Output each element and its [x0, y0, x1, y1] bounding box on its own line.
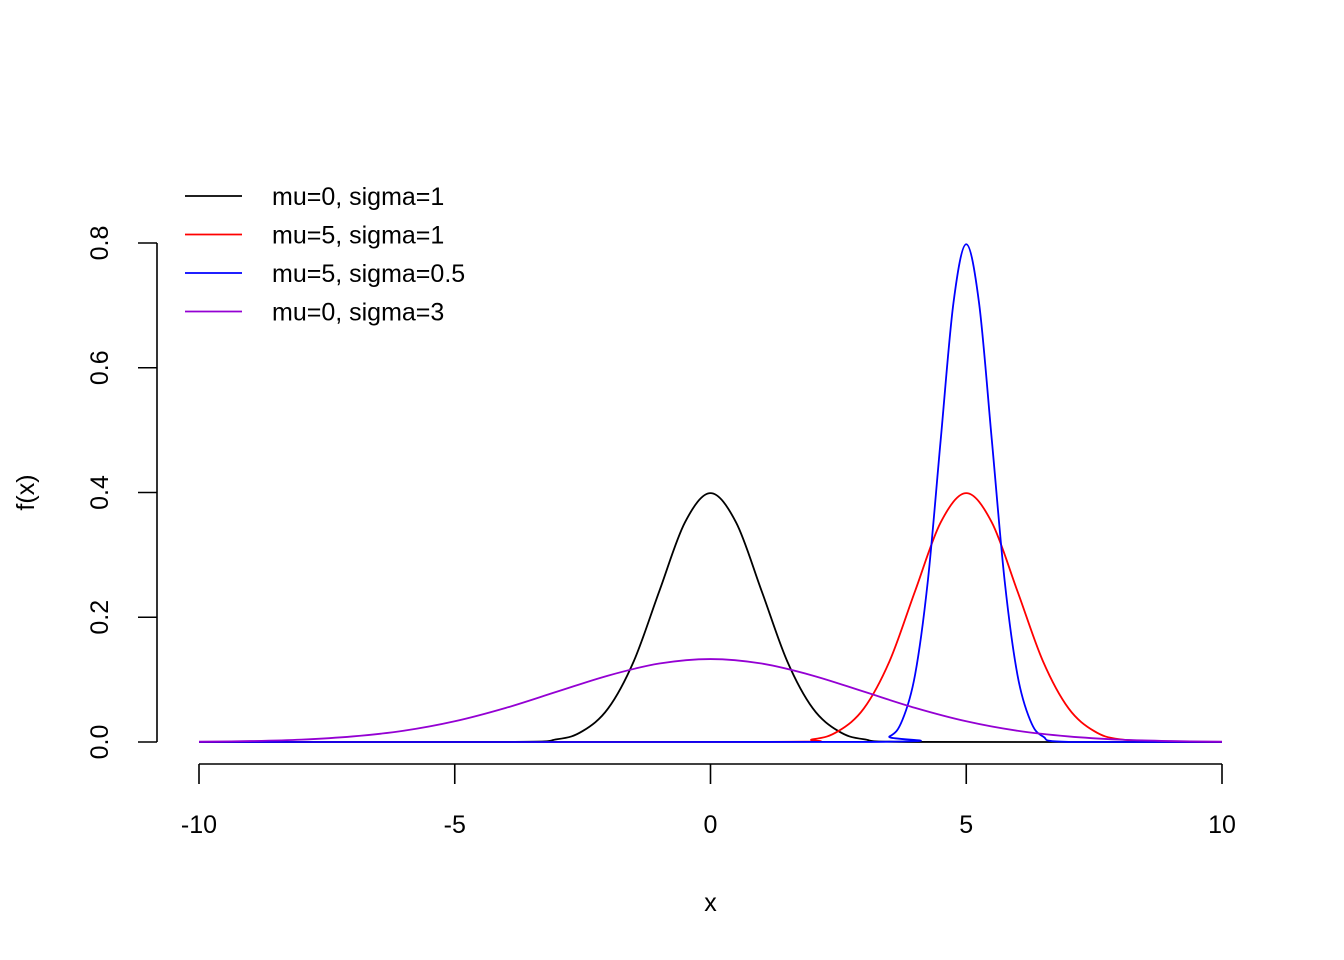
x-axis-ticks: -10 -5 0 5 10: [181, 764, 1236, 839]
x-tick-label: 5: [959, 811, 973, 839]
series-line-2: [198, 492, 1223, 743]
y-tick-label: 0.8: [86, 226, 114, 261]
series-line-4: [198, 658, 1223, 743]
y-tick-label: 0.2: [86, 600, 114, 635]
y-tick-label: 0.6: [86, 350, 114, 385]
legend-label: mu=5, sigma=0.5: [272, 260, 465, 288]
legend: mu=0, sigma=1 mu=5, sigma=1 mu=5, sigma=0.…: [185, 183, 465, 327]
x-tick-label: -5: [444, 811, 466, 839]
legend-label: mu=0, sigma=1: [272, 183, 444, 211]
x-tick-label: 10: [1208, 811, 1236, 839]
x-tick-label: 0: [704, 811, 718, 839]
x-axis-title: x: [704, 889, 717, 917]
x-tick-label: -10: [181, 811, 217, 839]
series-line-3: [198, 243, 1223, 743]
legend-label: mu=5, sigma=1: [272, 222, 444, 250]
axes: -10 -5 0 5 10 0.0 0.2 0.4 0.6 0.8 x f(x): [12, 226, 1236, 917]
legend-label: mu=0, sigma=3: [272, 299, 444, 327]
y-axis-ticks: 0.0 0.2 0.4 0.6 0.8: [86, 226, 157, 760]
y-tick-label: 0.0: [86, 725, 114, 760]
series-line-1: [198, 492, 1223, 743]
y-tick-label: 0.4: [86, 475, 114, 510]
y-axis-title: f(x): [12, 474, 40, 510]
series-curves: [198, 243, 1223, 743]
